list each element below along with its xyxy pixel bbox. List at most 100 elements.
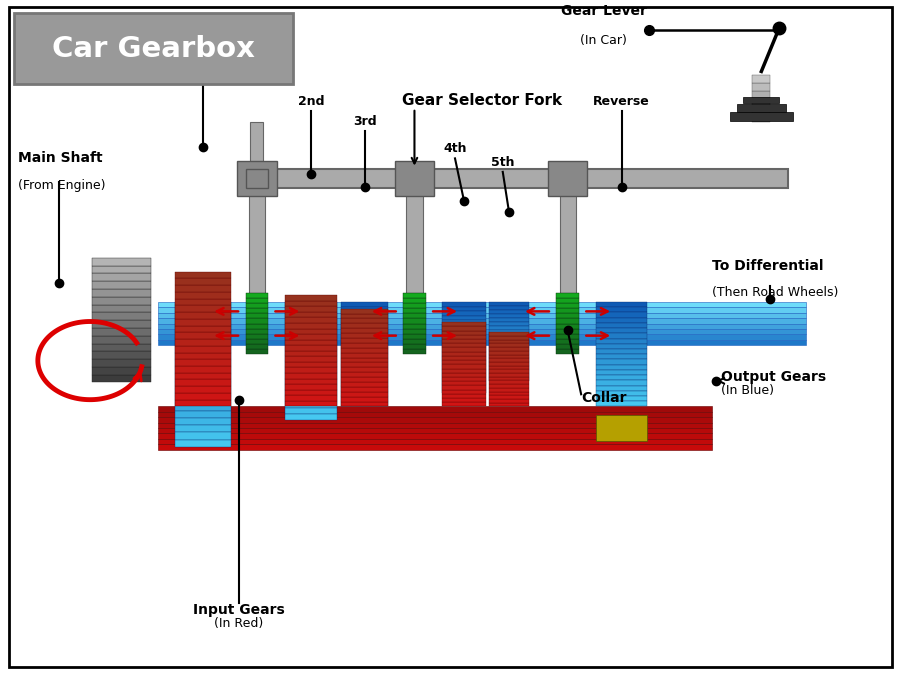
- Bar: [404, 319, 426, 324]
- Bar: [341, 333, 388, 338]
- Bar: [285, 313, 336, 319]
- Bar: [158, 313, 806, 318]
- Bar: [489, 326, 529, 330]
- Bar: [557, 298, 579, 303]
- Bar: [442, 343, 486, 347]
- Bar: [489, 340, 529, 343]
- Text: To Differential: To Differential: [712, 259, 824, 273]
- Text: 2nd: 2nd: [297, 95, 324, 108]
- Bar: [489, 334, 529, 338]
- Bar: [557, 334, 579, 338]
- Bar: [175, 324, 231, 331]
- Bar: [442, 348, 486, 352]
- Bar: [442, 390, 486, 394]
- Bar: [285, 390, 336, 396]
- Bar: [285, 323, 336, 328]
- Bar: [548, 161, 587, 196]
- Bar: [596, 307, 647, 313]
- Bar: [341, 380, 388, 386]
- Bar: [93, 375, 151, 383]
- Bar: [175, 319, 231, 326]
- Bar: [158, 433, 712, 439]
- Bar: [285, 332, 336, 337]
- Text: Output Gears: Output Gears: [721, 371, 826, 384]
- Bar: [285, 367, 336, 373]
- Bar: [285, 306, 336, 312]
- Bar: [489, 310, 529, 314]
- Bar: [285, 401, 336, 406]
- Bar: [285, 350, 336, 357]
- Bar: [489, 336, 529, 340]
- Bar: [341, 365, 388, 370]
- Bar: [93, 257, 151, 266]
- Bar: [341, 391, 388, 396]
- Bar: [341, 324, 388, 328]
- FancyBboxPatch shape: [14, 13, 293, 84]
- Bar: [596, 317, 647, 323]
- Bar: [442, 326, 486, 330]
- Bar: [245, 309, 268, 313]
- Bar: [341, 323, 388, 328]
- Bar: [596, 391, 647, 396]
- Bar: [245, 344, 268, 348]
- Bar: [175, 367, 231, 374]
- Bar: [175, 285, 231, 292]
- Bar: [158, 428, 712, 433]
- Text: 1st (Gear): 1st (Gear): [167, 68, 239, 81]
- Bar: [442, 377, 486, 381]
- Bar: [489, 359, 529, 362]
- Bar: [596, 415, 647, 441]
- Bar: [285, 295, 336, 301]
- Bar: [245, 334, 268, 338]
- Bar: [743, 97, 779, 103]
- Bar: [596, 401, 647, 406]
- Bar: [93, 312, 151, 320]
- Bar: [489, 384, 529, 388]
- Bar: [175, 339, 231, 346]
- Text: Collar: Collar: [581, 391, 626, 404]
- Bar: [730, 112, 793, 121]
- Bar: [557, 319, 579, 324]
- Bar: [442, 402, 486, 406]
- Bar: [158, 334, 806, 340]
- Bar: [557, 344, 579, 348]
- Bar: [442, 357, 486, 361]
- Bar: [489, 344, 529, 347]
- Bar: [341, 317, 388, 323]
- Bar: [175, 393, 231, 400]
- Bar: [442, 384, 486, 388]
- Bar: [93, 320, 151, 328]
- Bar: [175, 278, 231, 285]
- Text: (In Blue): (In Blue): [721, 384, 774, 398]
- Bar: [341, 367, 388, 372]
- Bar: [158, 307, 806, 313]
- Bar: [245, 303, 268, 309]
- Bar: [489, 318, 529, 321]
- Bar: [175, 359, 231, 366]
- Bar: [175, 272, 231, 278]
- Bar: [489, 346, 529, 350]
- Bar: [489, 330, 529, 334]
- Bar: [489, 347, 529, 350]
- Bar: [285, 308, 336, 314]
- Bar: [158, 324, 806, 329]
- Bar: [93, 266, 151, 274]
- Bar: [752, 83, 770, 90]
- Bar: [442, 320, 486, 325]
- Bar: [341, 387, 388, 392]
- Bar: [442, 361, 486, 365]
- Bar: [285, 349, 336, 355]
- Text: (In Car): (In Car): [580, 34, 627, 47]
- Bar: [248, 169, 788, 188]
- Bar: [93, 344, 151, 351]
- Bar: [442, 343, 486, 347]
- Bar: [489, 392, 529, 395]
- Bar: [557, 313, 579, 318]
- Bar: [175, 338, 231, 345]
- Bar: [285, 355, 336, 361]
- Bar: [245, 293, 268, 298]
- Bar: [341, 343, 388, 348]
- Bar: [341, 302, 388, 307]
- Bar: [245, 319, 268, 324]
- Bar: [175, 396, 231, 403]
